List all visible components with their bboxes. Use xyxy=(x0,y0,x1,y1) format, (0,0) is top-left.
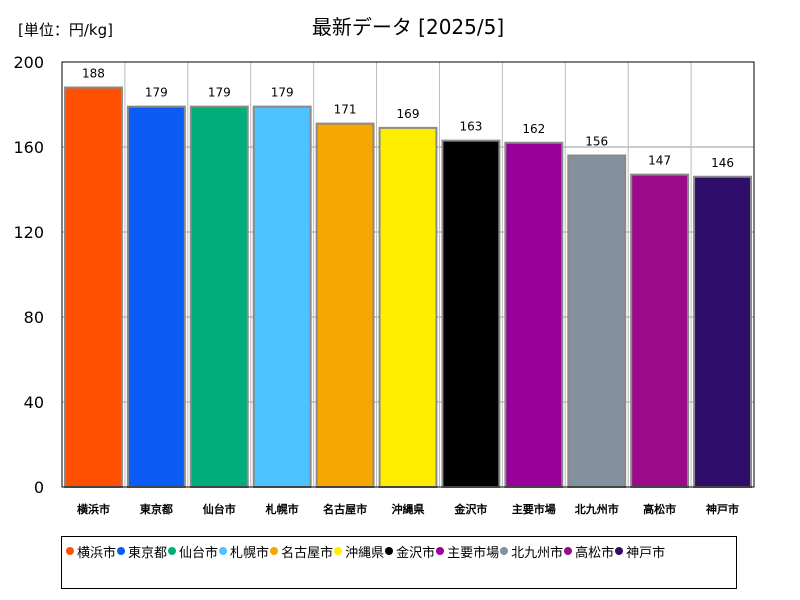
y-tick-label-0: 0 xyxy=(34,478,44,497)
legend-label-5: 沖縄県 xyxy=(345,545,385,561)
legend-label-10: 神戸市 xyxy=(626,545,666,561)
legend-item-8: 北九州市 xyxy=(500,540,563,562)
legend-item-1: 東京都 xyxy=(117,540,167,562)
legend-item-4: 名古屋市 xyxy=(270,540,333,562)
legend-label-4: 名古屋市 xyxy=(281,545,334,561)
bar-chart: [単位：円/kg] 最新データ [2025/5] 04080120160200 … xyxy=(13,15,755,516)
value-label-0: 188 xyxy=(82,67,105,81)
legend-swatch-1 xyxy=(117,547,126,555)
legend-item-7: 主要市場 xyxy=(436,540,499,562)
legend-swatch-9 xyxy=(564,547,573,555)
legend-swatch-3 xyxy=(219,547,228,555)
value-label-2: 179 xyxy=(208,86,231,100)
x-tick-label-3: 札幌市 xyxy=(265,502,299,516)
bar-3 xyxy=(252,105,312,488)
x-axis-tick-labels: 横浜市 東京都 仙台市 札幌市 名古屋市 沖縄県 金沢市 主要市場 北九州市 高松市 神戸市 xyxy=(77,502,739,516)
legend-item-5: 沖縄県 xyxy=(334,540,384,562)
unit-label: [単位：円/kg] xyxy=(18,21,113,39)
x-tick-label-5: 沖縄県 xyxy=(392,502,425,516)
legend-label-1: 東京都 xyxy=(128,545,168,561)
bar-6 xyxy=(441,139,501,488)
value-label-9: 147 xyxy=(648,154,671,168)
value-labels: 188 179 179 179 171 169 163 162 156 147 146 xyxy=(82,67,734,170)
legend: 横浜市 東京都 仙台市 札幌市 名古屋市 沖縄県 金沢市 主要市場 北九州市 高松市 神戸市 xyxy=(61,536,737,589)
chart-title: 最新データ [2025/5] xyxy=(312,15,504,39)
bar-7 xyxy=(504,141,564,488)
legend-label-2: 仙台市 xyxy=(179,545,219,561)
value-label-1: 179 xyxy=(145,86,168,100)
legend-swatch-6 xyxy=(385,547,394,555)
legend-swatch-4 xyxy=(270,547,279,555)
legend-swatch-7 xyxy=(436,547,445,555)
x-tick-label-10: 神戸市 xyxy=(706,502,739,516)
bar-8 xyxy=(567,154,627,488)
y-tick-label-2: 80 xyxy=(24,308,44,327)
y-tick-label-4: 160 xyxy=(13,138,44,157)
x-tick-label-7: 主要市場 xyxy=(512,502,556,516)
value-label-10: 146 xyxy=(711,156,734,170)
legend-swatch-2 xyxy=(168,547,177,555)
y-tick-label-5: 200 xyxy=(13,53,44,72)
value-label-8: 156 xyxy=(585,135,608,149)
legend-label-8: 北九州市 xyxy=(511,545,564,561)
legend-label-7: 主要市場 xyxy=(447,545,500,561)
bar-5 xyxy=(378,126,438,488)
bars xyxy=(64,86,752,488)
bar-0 xyxy=(64,86,123,488)
bar-2 xyxy=(189,105,249,488)
value-label-6: 163 xyxy=(459,120,482,134)
value-label-5: 169 xyxy=(397,107,420,121)
x-tick-label-6: 金沢市 xyxy=(453,502,487,516)
legend-item-10: 神戸市 xyxy=(615,540,665,562)
x-tick-label-9: 高松市 xyxy=(643,502,676,516)
legend-label-0: 横浜市 xyxy=(77,545,117,561)
value-label-3: 179 xyxy=(271,86,294,100)
legend-item-3: 札幌市 xyxy=(219,540,269,562)
y-tick-label-3: 120 xyxy=(13,223,44,242)
bar-9 xyxy=(630,173,690,488)
legend-label-6: 金沢市 xyxy=(396,545,436,561)
value-label-4: 171 xyxy=(334,103,357,117)
y-tick-label-1: 40 xyxy=(24,393,44,412)
plot-frame xyxy=(61,61,755,488)
legend-item-6: 金沢市 xyxy=(385,540,435,562)
legend-item-2: 仙台市 xyxy=(168,540,218,562)
legend-swatch-0 xyxy=(66,547,74,555)
legend-swatch-8 xyxy=(500,547,509,555)
x-tick-label-2: 仙台市 xyxy=(203,502,236,516)
x-tick-label-1: 東京都 xyxy=(140,502,173,516)
legend-item-0: 横浜市 xyxy=(66,540,116,562)
legend-label-3: 札幌市 xyxy=(230,545,270,561)
legend-swatch-5 xyxy=(334,547,343,555)
bar-4 xyxy=(315,122,375,488)
x-tick-label-0: 横浜市 xyxy=(77,502,110,516)
legend-item-9: 高松市 xyxy=(564,540,614,562)
bar-1 xyxy=(126,105,186,488)
x-tick-label-4: 名古屋市 xyxy=(323,502,367,516)
legend-swatch-10 xyxy=(615,547,624,555)
value-label-7: 162 xyxy=(522,122,545,136)
y-axis-tick-labels: 0 40 80 120 160 200 xyxy=(13,53,44,497)
bar-10 xyxy=(693,175,752,488)
x-tick-label-8: 北九州市 xyxy=(575,502,619,516)
legend-label-9: 高松市 xyxy=(575,545,615,561)
